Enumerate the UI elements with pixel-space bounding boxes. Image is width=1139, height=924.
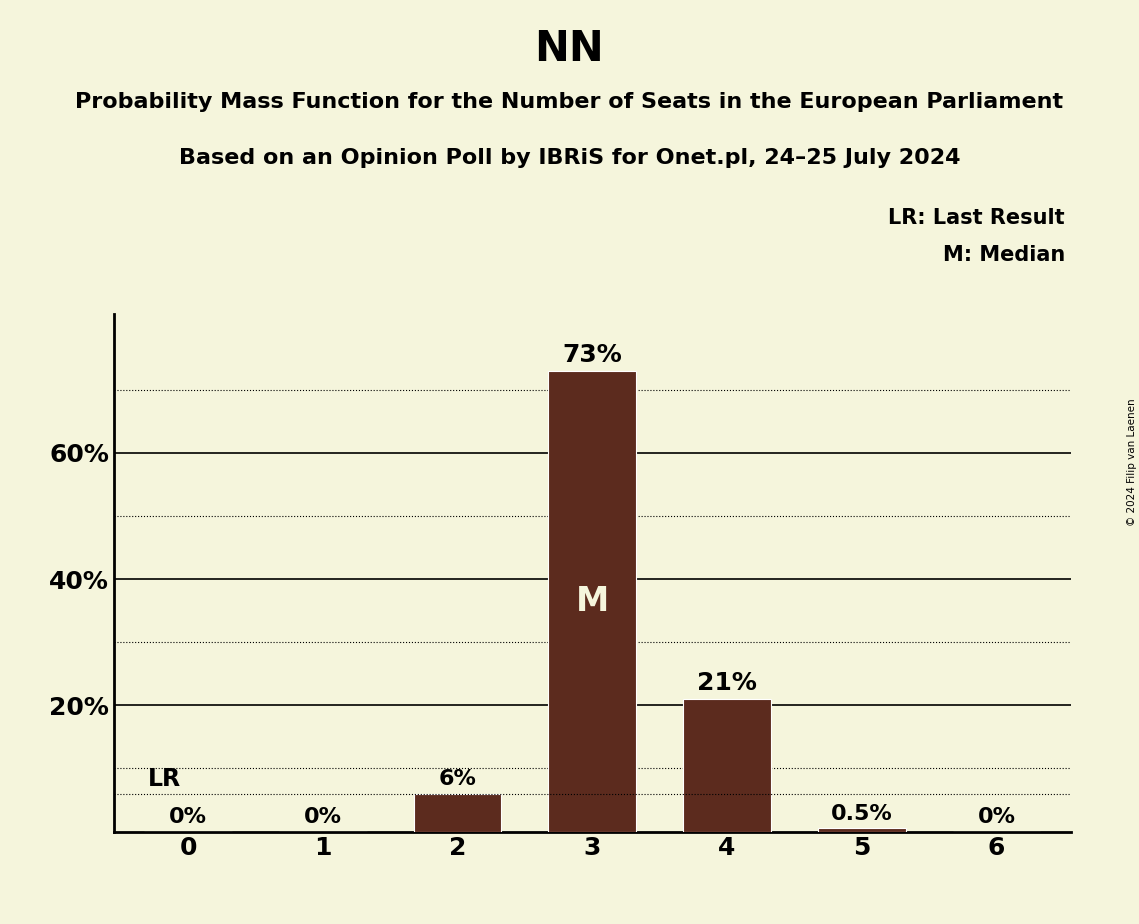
Text: M: M (575, 585, 609, 618)
Text: 6%: 6% (439, 770, 476, 789)
Bar (549, 371, 636, 832)
Text: 0.5%: 0.5% (831, 804, 893, 824)
Text: 0%: 0% (169, 808, 207, 827)
Bar (683, 699, 771, 832)
Text: 0%: 0% (304, 808, 342, 827)
Text: 73%: 73% (563, 343, 622, 367)
Text: 21%: 21% (697, 671, 757, 695)
Text: Probability Mass Function for the Number of Seats in the European Parliament: Probability Mass Function for the Number… (75, 92, 1064, 113)
Text: LR: Last Result: LR: Last Result (888, 208, 1065, 228)
Text: NN: NN (534, 28, 605, 69)
Text: LR: LR (148, 767, 181, 791)
Text: © 2024 Filip van Laenen: © 2024 Filip van Laenen (1126, 398, 1137, 526)
Bar (413, 794, 501, 832)
Text: M: Median: M: Median (943, 245, 1065, 265)
Text: Based on an Opinion Poll by IBRiS for Onet.pl, 24–25 July 2024: Based on an Opinion Poll by IBRiS for On… (179, 148, 960, 168)
Bar (818, 829, 906, 832)
Text: 0%: 0% (977, 808, 1016, 827)
